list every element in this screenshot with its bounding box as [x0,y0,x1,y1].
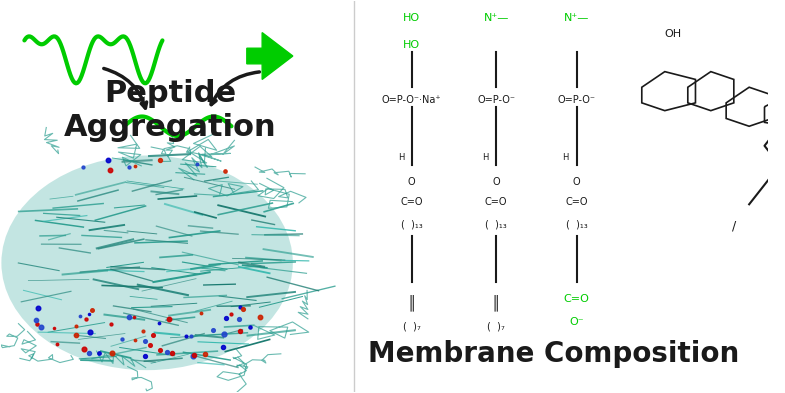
Text: Peptide
Aggregation: Peptide Aggregation [64,79,276,142]
Text: C=O: C=O [485,196,507,206]
Text: (  )₁₃: ( )₁₃ [485,220,507,230]
Text: N⁺—: N⁺— [564,13,590,23]
Text: OH: OH [664,29,681,39]
Text: ║: ║ [492,294,500,311]
Text: Membrane Composition: Membrane Composition [368,340,739,368]
Text: HO: HO [403,13,420,23]
Text: /: / [732,220,736,233]
Text: H: H [482,153,488,162]
Text: H: H [563,153,569,162]
Text: C=O: C=O [400,196,423,206]
Text: C=O: C=O [564,294,590,304]
Text: O⁻: O⁻ [569,318,584,327]
Text: O: O [408,177,415,187]
Polygon shape [246,33,293,79]
Text: O: O [573,177,580,187]
Text: (  )₁₃: ( )₁₃ [401,220,422,230]
Text: O=P-O⁻: O=P-O⁻ [557,95,596,105]
Text: (  )₁₃: ( )₁₃ [566,220,587,230]
Text: O: O [492,177,500,187]
Text: (  )₇: ( )₇ [487,321,505,331]
Text: N⁺—: N⁺— [484,13,509,23]
Text: C=O: C=O [565,196,588,206]
Ellipse shape [2,156,293,370]
Text: ║: ║ [407,294,416,311]
Text: O=P-O⁻: O=P-O⁻ [477,95,515,105]
Text: O=P-O⁻·Na⁺: O=P-O⁻·Na⁺ [382,95,441,105]
Text: HO: HO [403,40,420,50]
Text: H: H [398,153,404,162]
Text: (  )₇: ( )₇ [403,321,421,331]
